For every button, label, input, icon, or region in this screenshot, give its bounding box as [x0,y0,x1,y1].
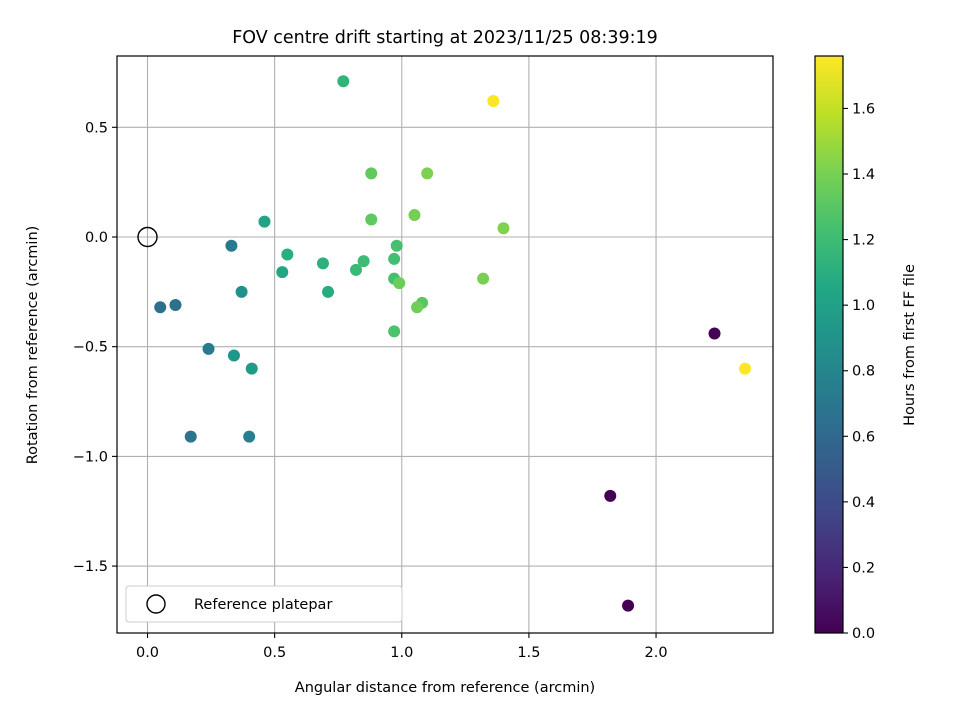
data-point [388,325,401,338]
colorbar: 0.0 0.2 0.4 0.6 0.8 1.0 1.2 1.4 1.6 Hours from f… [814,55,918,642]
y-axis-ticks: 0.5 0.0 −0.5 −1.0 −1.5 [73,120,117,575]
colorbar-tick-label: 0.2 [852,560,875,576]
x-tick-label: 0.0 [136,645,159,661]
data-point [245,362,258,375]
y-axis-label: Rotation from reference (arcmin) [25,226,41,465]
colorbar-tick-label: 1.4 [852,167,875,183]
x-axis-ticks: 0.0 0.5 1.0 1.5 2.0 [136,633,668,661]
colorbar-tick-label: 1.6 [852,101,875,117]
y-tick-label: 0.5 [85,120,108,136]
data-point [322,285,335,298]
data-point [225,239,238,252]
data-point [393,277,406,290]
data-point [477,272,490,285]
colorbar-tick-label: 1.2 [852,233,875,249]
chart-title: FOV centre drift starting at 2023/11/25 … [232,28,658,48]
data-point [316,257,329,270]
data-point [357,255,370,268]
data-point [497,222,510,235]
x-tick-label: 1.0 [390,645,413,661]
colorbar-tick-label: 0.6 [852,429,875,445]
x-tick-label: 2.0 [645,645,668,661]
legend-box [125,585,403,623]
reference-marker-layer [137,226,158,248]
legend-marker-reference [146,594,166,614]
reference-platepar-marker [137,226,158,248]
data-point [365,167,378,180]
data-point [184,430,197,443]
data-point [408,209,421,222]
colorbar-tick-label: 0.4 [852,495,875,511]
data-point [487,94,500,107]
colorbar-gradient [815,56,843,633]
data-point [390,239,403,252]
colorbar-tick-label: 0.8 [852,364,875,380]
data-point [243,430,256,443]
colorbar-tick-label: 1.0 [852,298,875,314]
y-tick-label: −0.5 [73,340,108,356]
data-point [411,301,424,314]
y-tick-label: 0.0 [85,230,108,246]
legend-label-reference: Reference platepar [194,597,332,613]
colorbar-tick-label: 0.0 [852,626,875,642]
legend: Reference platepar [125,585,403,623]
data-point [622,599,635,612]
data-point [169,299,182,312]
data-point [235,285,248,298]
colorbar-label: Hours from first FF file [902,264,918,426]
x-axis-label: Angular distance from reference (arcmin) [295,680,595,696]
data-point [258,215,271,228]
grid-lines [117,56,773,633]
data-point [154,301,167,314]
data-point [421,167,434,180]
data-points [154,75,752,612]
data-point [739,362,752,375]
data-point [365,213,378,226]
x-tick-label: 1.5 [517,645,540,661]
data-point [276,266,289,279]
data-point [388,252,401,265]
data-point [202,342,215,355]
data-point [227,349,240,362]
data-point [281,248,294,261]
y-tick-label: −1.0 [73,449,108,465]
data-point [350,263,363,276]
data-point [708,327,721,340]
y-tick-label: −1.5 [73,559,108,575]
data-point [337,75,350,88]
colorbar-frame [814,55,844,634]
plot-frame [116,55,774,634]
data-point [604,489,617,502]
x-tick-label: 0.5 [263,645,286,661]
colorbar-ticks: 0.0 0.2 0.4 0.6 0.8 1.0 1.2 1.4 1.6 [843,101,875,642]
